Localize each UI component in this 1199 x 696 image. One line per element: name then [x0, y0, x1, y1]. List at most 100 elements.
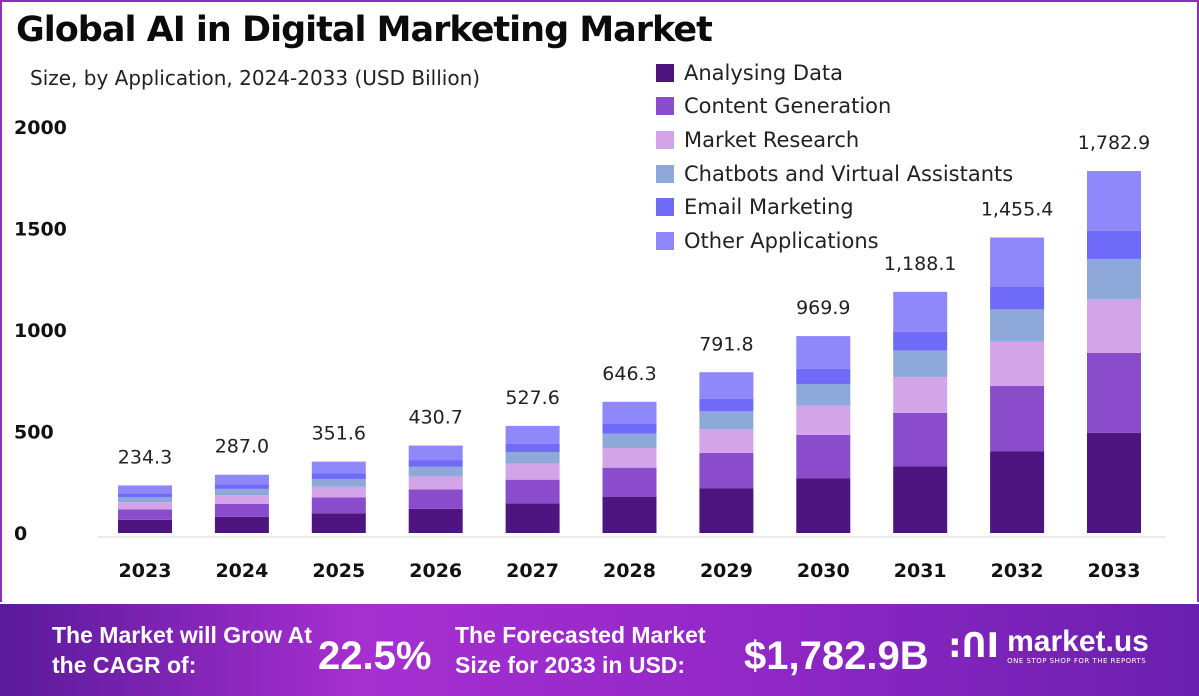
bar-segment-chatbots-and-virtual-assistants — [699, 411, 754, 430]
bar-segment-other-applications — [990, 237, 1045, 287]
legend-item: Email Marketing — [656, 190, 1013, 224]
bar-segment-content-generation — [1087, 352, 1141, 433]
bar-segment-content-generation — [602, 467, 657, 497]
legend-swatch — [656, 231, 674, 250]
bar-segment-chatbots-and-virtual-assistants — [796, 383, 851, 406]
bar-total-label: 969.9 — [796, 297, 850, 319]
legend-label: Content Generation — [684, 94, 892, 119]
brand-logo: :ՈI market.us ONE STOP SHOP FOR THE REPO… — [948, 626, 1149, 666]
bar-segment-chatbots-and-virtual-assistants — [990, 309, 1045, 342]
y-tick-label: 1500 — [14, 219, 67, 241]
bar-segment-email-marketing — [893, 331, 948, 351]
bar-segment-other-applications — [505, 425, 560, 444]
bar-segment-content-generation — [311, 497, 366, 514]
bar-segment-market-research — [118, 502, 172, 510]
bar-segment-email-marketing — [699, 398, 754, 412]
bar-segment-chatbots-and-virtual-assistants — [602, 433, 657, 449]
bar-segment-content-generation — [796, 434, 851, 479]
bar-total-label: 1,455.4 — [981, 199, 1054, 221]
brand-tagline: ONE STOP SHOP FOR THE REPORTS — [1007, 657, 1147, 665]
bar-segment-chatbots-and-virtual-assistants — [214, 488, 269, 496]
bar-segment-analysing-data — [796, 478, 851, 533]
bar-segment-chatbots-and-virtual-assistants — [893, 350, 948, 377]
bar-segment-content-generation — [118, 509, 172, 520]
bar-segment-email-marketing — [214, 484, 269, 489]
y-tick-label: 500 — [14, 422, 54, 444]
legend-swatch — [656, 63, 674, 82]
x-tick-label: 2030 — [797, 560, 850, 582]
bar-segment-analysing-data — [311, 513, 366, 533]
bar-segment-email-marketing — [990, 286, 1045, 310]
bar-segment-other-applications — [1087, 171, 1141, 231]
legend-label: Chatbots and Virtual Assistants — [684, 161, 1014, 186]
bar-segment-email-marketing — [118, 493, 172, 497]
bar-segment-market-research — [893, 376, 948, 413]
legend-item: Content Generation — [656, 90, 1013, 124]
bar-total-label: 1,782.9 — [1078, 132, 1151, 154]
bar-segment-other-applications — [893, 291, 948, 332]
bar-segment-chatbots-and-virtual-assistants — [505, 451, 560, 464]
bar-segment-other-applications — [118, 485, 172, 494]
forecast-value: $1,782.9B — [744, 634, 929, 678]
bar-total-label: 527.6 — [505, 387, 559, 409]
chart-title: Global AI in Digital Marketing Market — [16, 10, 713, 50]
bar-segment-analysing-data — [990, 451, 1045, 533]
bar-segment-content-generation — [505, 479, 560, 504]
bar-segment-content-generation — [408, 489, 463, 509]
bar-total-label: 287.0 — [215, 436, 269, 458]
bar-segment-other-applications — [602, 401, 657, 424]
legend-label: Market Research — [684, 127, 860, 152]
brand-name: market.us — [1007, 625, 1149, 658]
bar-segment-market-research — [311, 486, 366, 498]
legend: Analysing Data Content Generation Market R… — [656, 56, 1013, 258]
bar-segment-analysing-data — [699, 488, 754, 533]
bar-segment-email-marketing — [796, 368, 851, 384]
bar-segment-market-research — [505, 463, 560, 480]
bar-segment-other-applications — [408, 445, 463, 461]
legend-item: Chatbots and Virtual Assistants — [656, 157, 1013, 191]
bar-segment-content-generation — [699, 452, 754, 489]
bar-total-label: 791.8 — [699, 333, 753, 355]
bar-segment-analysing-data — [214, 516, 269, 533]
legend-label: Analysing Data — [684, 60, 844, 85]
bar-segment-chatbots-and-virtual-assistants — [1087, 258, 1141, 299]
x-tick-label: 2024 — [215, 560, 268, 582]
chart-subtitle: Size, by Application, 2024-2033 (USD Bil… — [30, 66, 481, 90]
bar-segment-analysing-data — [118, 519, 172, 533]
logo-mark-icon: :ՈI — [948, 626, 1000, 666]
legend-label: Other Applications — [684, 228, 879, 253]
x-tick-label: 2028 — [603, 560, 656, 582]
legend-item: Other Applications — [656, 224, 1013, 258]
bar-segment-other-applications — [796, 336, 851, 369]
bar-segment-market-research — [1087, 298, 1141, 353]
x-tick-label: 2027 — [506, 560, 559, 582]
bar-segment-analysing-data — [408, 508, 463, 533]
bar-segment-market-research — [602, 448, 657, 468]
legend-swatch — [656, 198, 674, 217]
bar-segment-market-research — [699, 429, 754, 453]
bar-segment-other-applications — [699, 372, 754, 399]
bar-segment-email-marketing — [1087, 230, 1141, 259]
bar-segment-email-marketing — [408, 460, 463, 467]
bar-segment-chatbots-and-virtual-assistants — [408, 466, 463, 477]
bar-segment-content-generation — [893, 412, 948, 467]
bar-total-label: 1,188.1 — [884, 253, 957, 275]
cagr-label: The Market will Grow At the CAGR of: — [52, 622, 312, 678]
legend-item: Market Research — [656, 123, 1013, 157]
bar-segment-analysing-data — [505, 503, 560, 533]
bar-segment-chatbots-and-virtual-assistants — [118, 496, 172, 503]
cagr-value: 22.5% — [318, 634, 432, 678]
bar-segment-market-research — [408, 476, 463, 490]
x-tick-label: 2033 — [1088, 560, 1141, 582]
bar-segment-analysing-data — [893, 466, 948, 533]
legend-label: Email Marketing — [684, 195, 854, 220]
x-tick-label: 2026 — [409, 560, 462, 582]
x-tick-label: 2023 — [119, 560, 172, 582]
x-tick-label: 2032 — [991, 560, 1044, 582]
bar-segment-content-generation — [214, 503, 269, 517]
legend-swatch — [656, 97, 674, 116]
bar-segment-analysing-data — [1087, 432, 1141, 533]
bar-segment-market-research — [796, 405, 851, 435]
bar-segment-other-applications — [214, 474, 269, 485]
x-tick-label: 2029 — [700, 560, 753, 582]
